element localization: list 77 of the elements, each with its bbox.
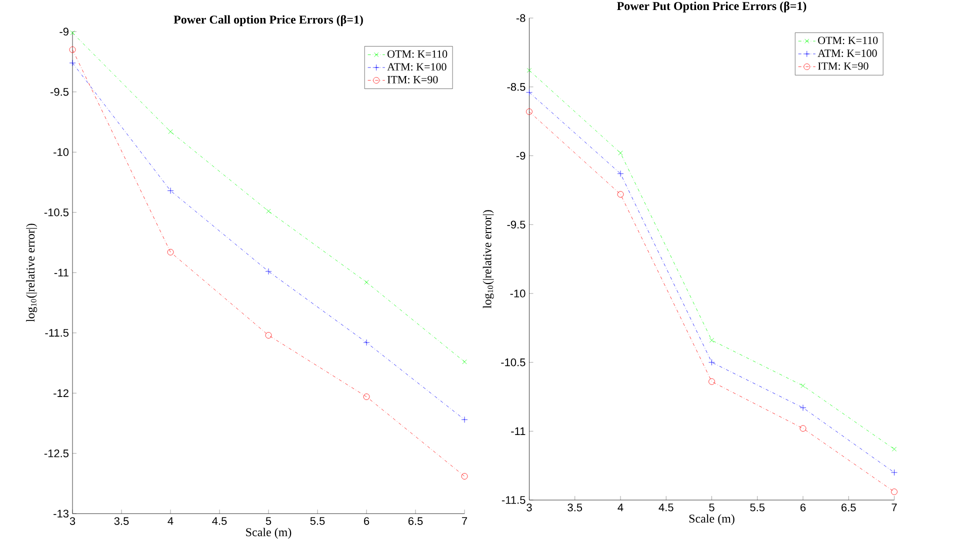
y-tick-label: -10.5 [501, 358, 526, 366]
point [265, 332, 272, 339]
point [461, 473, 468, 480]
y-tick-label: -10 [510, 290, 526, 298]
y-tick-label: -11.5 [502, 496, 526, 504]
y-axis-title: log$_{10}$(|relative error|) [482, 210, 494, 308]
point [618, 150, 623, 156]
point [800, 383, 806, 388]
point [167, 248, 174, 256]
point [526, 89, 532, 96]
point [617, 170, 624, 177]
y-tick-label: -12 [54, 389, 68, 397]
point [363, 339, 370, 346]
x-axis-title: Scale (m) [689, 514, 734, 526]
x-tick-label: 3.5 [114, 517, 129, 525]
x-tick-label: 5.5 [750, 504, 765, 512]
point [800, 404, 806, 411]
y-tick-label: -11.5 [45, 329, 69, 337]
y-tick-label: -11 [54, 268, 68, 276]
point [69, 46, 76, 53]
x-tick-label: 3 [526, 504, 532, 512]
legend-label: OTM: K=110 [818, 36, 878, 44]
point [461, 416, 468, 423]
point [364, 280, 369, 285]
point [526, 108, 532, 115]
x-tick-label: 5 [266, 517, 272, 525]
y-tick-label: -12.5 [44, 450, 69, 458]
y-tick-label: -9 [516, 152, 526, 160]
x-tick-label: 6.5 [842, 504, 856, 512]
x-tick-label: 3.5 [568, 504, 582, 512]
point [69, 60, 76, 66]
x-tick-label: 5 [709, 504, 714, 512]
y-tick-label: -8.5 [507, 83, 526, 91]
y-tick-label: -9.5 [50, 88, 69, 96]
legend-label: ITM: K=90 [818, 62, 868, 70]
point [70, 30, 75, 36]
point [526, 68, 532, 73]
point [708, 378, 715, 385]
point [363, 394, 370, 400]
x-tick-label: 7 [462, 517, 468, 525]
y-tick-label: -11 [511, 427, 526, 435]
legend-label: OTM: K=110 [388, 50, 448, 58]
x-tick-label: 6 [800, 504, 806, 512]
x-tick-label: 4.5 [658, 504, 674, 512]
point [167, 188, 174, 194]
point [892, 446, 897, 452]
y-axis-title: log$_{10}$(|relative error|) [26, 224, 38, 322]
y-tick-label: -10.5 [44, 208, 69, 216]
point [709, 338, 714, 343]
x-tick-label: 6 [364, 517, 370, 525]
point [891, 488, 898, 495]
y-tick-label: -10 [54, 148, 69, 156]
y-tick-label: -9 [60, 28, 68, 36]
x-tick-label: 6.5 [408, 517, 423, 525]
x-tick-label: 4.5 [212, 517, 227, 525]
x-tick-label: 4 [618, 504, 624, 512]
point [265, 268, 272, 275]
point [800, 425, 806, 432]
x-axis-title: Scale (m) [246, 528, 292, 539]
chart-title: Power Call option Price Errors (β=1) [174, 15, 363, 26]
y-tick-label: -13 [54, 510, 68, 518]
point [266, 208, 271, 214]
point [891, 469, 898, 476]
legend-label: ITM: K=90 [387, 76, 438, 84]
point [462, 359, 467, 364]
x-tick-label: 7 [892, 504, 897, 512]
legend-label: ATM: K=100 [818, 50, 877, 57]
point [708, 359, 715, 366]
x-tick-label: 3 [70, 517, 76, 525]
x-tick-label: 4 [168, 517, 174, 525]
x-tick-label: 5.5 [310, 517, 325, 525]
y-tick-label: -8 [516, 14, 526, 22]
point [168, 129, 173, 134]
chart-title: Power Put Option Price Errors (β=1) [617, 2, 806, 13]
legend-label: ATM: K=100 [387, 63, 446, 71]
y-tick-label: -9.5 [507, 220, 526, 229]
point [617, 191, 624, 198]
